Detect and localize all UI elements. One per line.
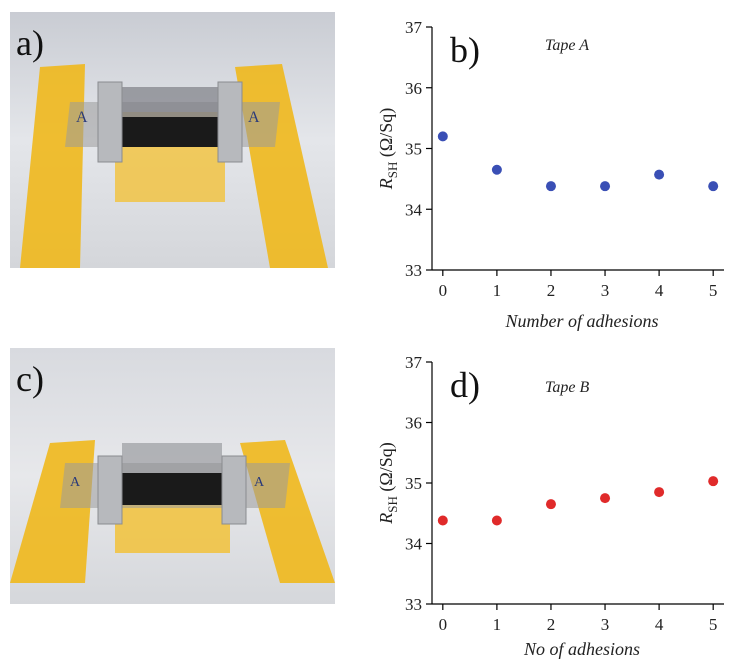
data-point	[654, 487, 665, 498]
data-point	[708, 181, 719, 192]
x-tick-label: 1	[493, 615, 502, 634]
y-tick-label: 37	[405, 353, 423, 372]
tape-mark-left: A	[76, 109, 88, 126]
data-point	[600, 181, 611, 192]
y-tick-label: 33	[405, 261, 422, 280]
data-point	[708, 476, 719, 487]
x-tick-label: 3	[601, 615, 610, 634]
chart-title: Tape B	[545, 379, 590, 396]
panel-label-b: b)	[450, 30, 480, 70]
x-tick-label: 0	[439, 281, 448, 300]
tape-mark-right: A	[248, 109, 260, 126]
y-tick-label: 35	[405, 474, 422, 493]
x-tick-label: 3	[601, 281, 610, 300]
y-tick-label: 37	[405, 18, 423, 37]
y-tick-label: 34	[405, 200, 423, 219]
data-point	[545, 499, 556, 510]
x-tick-label: 5	[709, 281, 718, 300]
x-tick-label: 4	[655, 281, 664, 300]
data-point	[437, 515, 448, 526]
panel-label-a: a)	[16, 23, 44, 63]
y-tick-label: 36	[405, 414, 422, 433]
x-axis-label: No of adhesions	[523, 639, 640, 659]
y-tick-label: 33	[405, 595, 422, 614]
panel-label-d: d)	[450, 365, 480, 405]
x-tick-label: 0	[439, 615, 448, 634]
panel-label-c: c)	[16, 359, 44, 399]
data-point	[491, 515, 502, 526]
data-point	[545, 181, 556, 192]
x-tick-label: 2	[547, 615, 556, 634]
x-tick-label: 4	[655, 615, 664, 634]
x-axis-label: Number of adhesions	[505, 311, 659, 331]
y-tick-label: 35	[405, 140, 422, 159]
data-point	[654, 169, 665, 180]
y-axis-label: RSH (Ω/Sq)	[376, 108, 400, 191]
y-tick-label: 34	[405, 535, 423, 554]
x-tick-label: 1	[493, 281, 502, 300]
chart-title: Tape A	[545, 37, 589, 54]
y-tick-label: 36	[405, 79, 422, 98]
tape-mark-right: A	[254, 475, 265, 490]
data-point	[491, 164, 502, 175]
y-axis-label: RSH (Ω/Sq)	[376, 442, 400, 525]
data-point	[600, 493, 611, 504]
x-tick-label: 5	[709, 615, 718, 634]
x-tick-label: 2	[547, 281, 556, 300]
tape-mark-left: A	[70, 475, 81, 490]
photo-tape-b: A A	[10, 348, 335, 604]
data-point	[437, 131, 448, 142]
photo-tape-a: A A	[10, 12, 335, 268]
